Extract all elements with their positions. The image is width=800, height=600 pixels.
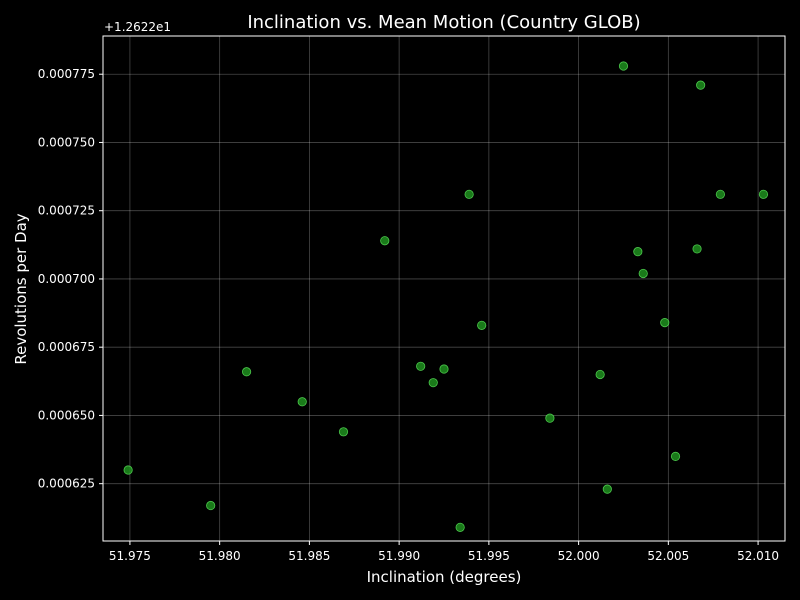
data-point bbox=[633, 247, 643, 257]
y-axis-offset-label: +1.2622e1 bbox=[104, 20, 171, 34]
data-point bbox=[338, 427, 349, 437]
chart-title: Inclination vs. Mean Motion (Country GLO… bbox=[247, 12, 640, 33]
axis-ticks: 51.975 51.980 51.985 51.990 51.995 52.000 52.0… bbox=[38, 67, 779, 563]
data-point bbox=[758, 189, 769, 199]
data-point bbox=[692, 244, 702, 254]
x-tick-label: 51.980 bbox=[199, 549, 241, 563]
grid bbox=[103, 36, 785, 541]
data-point bbox=[297, 397, 307, 407]
data-point bbox=[206, 500, 216, 511]
data-point bbox=[595, 369, 605, 380]
y-axis-title: Revolutions per Day bbox=[12, 213, 30, 364]
y-tick-label: 0.000775 bbox=[38, 67, 95, 81]
x-axis-title: Inclination (degrees) bbox=[367, 568, 522, 586]
y-tick-label: 0.000725 bbox=[38, 204, 95, 218]
data-point bbox=[660, 318, 670, 328]
data-point bbox=[123, 465, 133, 475]
data-point bbox=[439, 364, 449, 374]
data-point bbox=[241, 367, 252, 377]
data-point bbox=[416, 361, 426, 371]
y-tick-label: 0.000625 bbox=[38, 477, 95, 491]
data-point bbox=[477, 320, 487, 330]
data-point bbox=[670, 451, 681, 461]
data-point bbox=[618, 61, 629, 71]
data-point bbox=[715, 189, 725, 199]
data-point bbox=[638, 268, 648, 279]
plot-frame bbox=[102, 35, 786, 542]
y-tick-label: 0.000700 bbox=[38, 272, 95, 286]
x-tick-label: 51.990 bbox=[378, 549, 420, 563]
data-point bbox=[545, 413, 555, 423]
data-point bbox=[428, 378, 438, 388]
y-tick-label: 0.000650 bbox=[38, 408, 95, 422]
data-points bbox=[123, 61, 769, 532]
y-tick-label: 0.000750 bbox=[38, 135, 95, 149]
x-tick-label: 52.010 bbox=[737, 549, 779, 563]
data-point bbox=[464, 189, 474, 199]
x-tick-label: 51.975 bbox=[109, 549, 151, 563]
x-tick-label: 51.985 bbox=[288, 549, 330, 563]
data-point bbox=[455, 522, 465, 532]
data-point bbox=[380, 236, 390, 246]
x-tick-label: 52.000 bbox=[558, 549, 600, 563]
x-tick-label: 51.995 bbox=[468, 549, 510, 563]
data-point bbox=[696, 80, 706, 90]
data-point bbox=[602, 484, 612, 494]
y-tick-label: 0.000675 bbox=[38, 340, 95, 354]
x-tick-label: 52.005 bbox=[647, 549, 689, 563]
